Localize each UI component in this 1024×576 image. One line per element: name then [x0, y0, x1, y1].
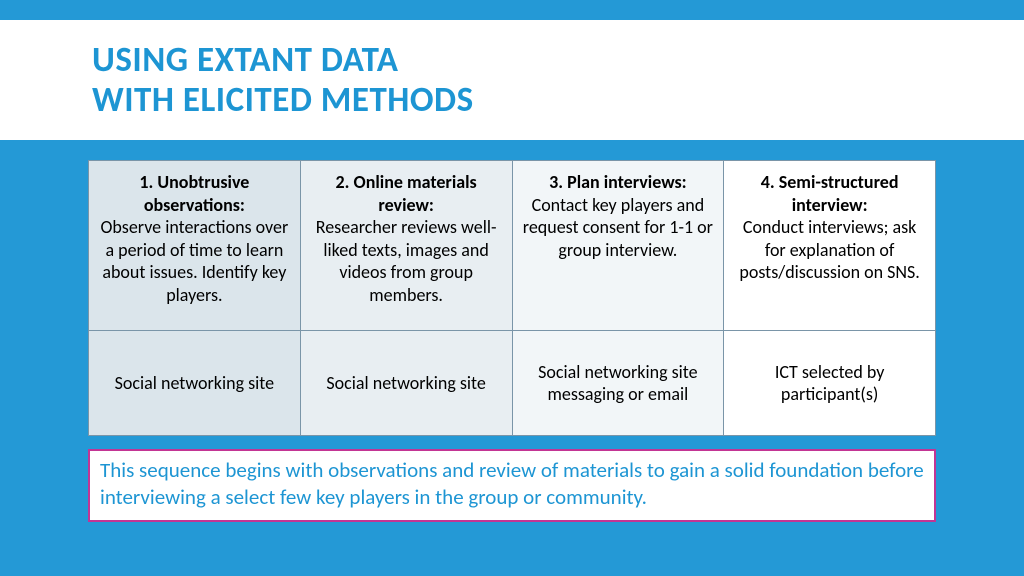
header-band: USING EXTANT DATA WITH ELICITED METHODS	[0, 20, 1024, 140]
cell-step-2: 2. Online materials review: Researcher r…	[300, 161, 512, 331]
cell-step-4: 4. Semi-structured interview: Conduct in…	[724, 161, 936, 331]
cell-venue-1: Social networking site	[89, 331, 301, 436]
table-row: 1. Unobtrusive observations: Observe int…	[89, 161, 936, 331]
body-area: 1. Unobtrusive observations: Observe int…	[0, 140, 1024, 576]
cell-venue-3: Social networking site messaging or emai…	[512, 331, 724, 436]
cell-body: Conduct interviews; ask for explanation …	[739, 216, 919, 283]
cell-body: Researcher reviews well-liked texts, ima…	[316, 216, 497, 306]
cell-title: 2. Online materials review:	[311, 171, 502, 216]
slide-title: USING EXTANT DATA WITH ELICITED METHODS	[92, 40, 474, 121]
caption-box: This sequence begins with observations a…	[88, 449, 936, 522]
cell-venue-4: ICT selected by participant(s)	[724, 331, 936, 436]
cell-venue-2: Social networking site	[300, 331, 512, 436]
top-accent-bar	[0, 0, 1024, 20]
cell-title: 3. Plan interviews:	[523, 171, 714, 194]
cell-title: 4. Semi-structured interview:	[734, 171, 925, 216]
cell-step-1: 1. Unobtrusive observations: Observe int…	[89, 161, 301, 331]
cell-step-3: 3. Plan interviews: Contact key players …	[512, 161, 724, 331]
cell-body: Contact key players and request consent …	[523, 194, 713, 261]
table-row: Social networking site Social networking…	[89, 331, 936, 436]
cell-body: Observe interactions over a period of ti…	[101, 216, 289, 306]
slide: USING EXTANT DATA WITH ELICITED METHODS …	[0, 0, 1024, 576]
title-line-2: WITH ELICITED METHODS	[92, 79, 474, 121]
methods-table: 1. Unobtrusive observations: Observe int…	[88, 160, 936, 436]
title-line-1: USING EXTANT DATA	[92, 39, 398, 81]
caption-text: This sequence begins with observations a…	[100, 457, 924, 510]
cell-title: 1. Unobtrusive observations:	[99, 171, 290, 216]
